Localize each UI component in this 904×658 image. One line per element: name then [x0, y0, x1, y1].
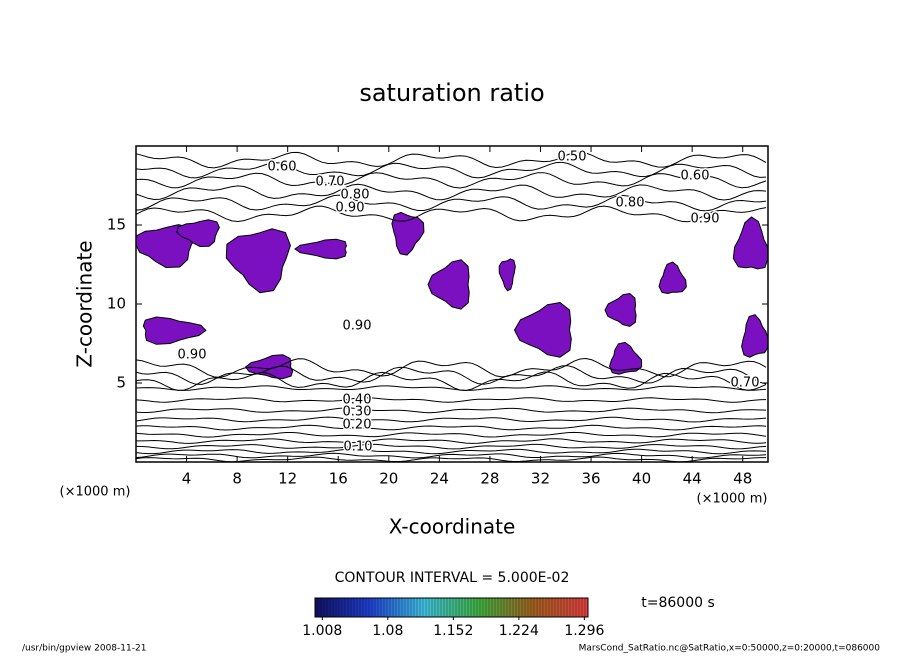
contour-line	[135, 397, 767, 403]
time-label: t=86000 s	[641, 595, 715, 611]
contour-line	[135, 416, 767, 423]
shaded-region	[244, 354, 294, 380]
contour-label: 0.20	[343, 418, 372, 433]
footer-right: MarsCond_SatRatio.nc@SatRatio,x=0:50000,…	[579, 644, 881, 654]
contour-line	[135, 448, 767, 455]
chart-title: saturation ratio	[359, 79, 544, 107]
shaded-region	[391, 211, 425, 256]
contour-line	[135, 407, 767, 414]
x-tick-label: 4	[182, 470, 192, 488]
shaded-region	[294, 238, 347, 260]
shaded-region	[604, 292, 637, 327]
contour-line	[135, 151, 767, 169]
contour-label: 0.70	[731, 376, 760, 391]
contour-label: 0.90	[343, 319, 372, 334]
contour-line	[136, 438, 767, 444]
x-tick-label: 36	[581, 470, 600, 488]
contour-label: 0.40	[343, 393, 372, 408]
contour-line	[135, 205, 767, 223]
contour-line	[135, 365, 767, 385]
shaded-region	[513, 301, 572, 358]
contour-line	[135, 385, 767, 391]
plot-area	[135, 151, 769, 463]
contour-label: 0.90	[336, 201, 365, 216]
x-tick-label: 32	[531, 470, 550, 488]
contour-line	[135, 424, 767, 431]
y-tick-label: 10	[107, 295, 126, 313]
x-tick-label: 8	[232, 470, 242, 488]
contour-label: 0.70	[316, 175, 345, 190]
x-tick-label: 16	[329, 470, 348, 488]
x-tick-label: 28	[480, 470, 499, 488]
contour-label: 0.30	[343, 405, 372, 420]
shaded-region	[225, 228, 291, 294]
x-tick-label: 12	[278, 470, 297, 488]
colorbar-tick-label: 1.152	[433, 623, 473, 639]
shaded-region	[498, 258, 516, 292]
y-axis-label: Z-coordinate	[73, 240, 97, 367]
footer-left: /usr/bin/gpview 2008-11-21	[22, 644, 146, 654]
shaded-region	[176, 219, 220, 248]
contour-line	[135, 452, 767, 459]
contour-line	[135, 172, 767, 189]
contour-line	[135, 161, 767, 179]
x-tick-label: 24	[430, 470, 449, 488]
contour-lines	[135, 151, 767, 463]
colorbar-tick-label: 1.008	[302, 623, 342, 639]
contour-label: 0.80	[341, 188, 370, 203]
y-tick-label: 15	[107, 216, 126, 234]
x-unit: (×1000 m)	[60, 485, 131, 500]
contour-label: 0.90	[691, 212, 720, 227]
contour-interval: CONTOUR INTERVAL = 5.000E-02	[335, 570, 570, 586]
shaded-region	[732, 216, 769, 270]
colorbar-tick-label: 1.296	[564, 623, 604, 639]
contour-line	[135, 443, 767, 450]
x-tick-label: 20	[379, 470, 398, 488]
x-tick-label: 44	[683, 470, 702, 488]
contour-line	[135, 431, 767, 438]
contour-label: 0.60	[268, 160, 297, 175]
contour-line	[135, 371, 767, 392]
y-tick-label: 5	[116, 374, 126, 392]
colorbar-fill	[314, 597, 589, 618]
x-axis-label: X-coordinate	[389, 515, 516, 539]
x-unit: (×1000 m)	[697, 492, 768, 507]
colorbar-tick-label: 1.08	[372, 623, 403, 639]
contour-label: 0.80	[616, 196, 645, 211]
shaded-region	[427, 259, 470, 310]
contour-label: 0.10	[344, 440, 373, 455]
shaded-region	[658, 261, 687, 295]
contour-line	[135, 456, 766, 463]
contour-line	[135, 194, 767, 212]
contour-line	[135, 183, 767, 201]
x-tick-label: 40	[632, 470, 651, 488]
x-tick-label: 48	[733, 470, 752, 488]
colorbar: 1.008 1.08 1.152 1.224 1.296	[302, 597, 604, 639]
contour-label: 0.90	[178, 348, 207, 363]
shaded-region	[608, 341, 643, 375]
contour-label: 0.50	[558, 150, 587, 165]
colorbar-tick-label: 1.224	[499, 623, 539, 639]
contour-line	[135, 357, 767, 378]
shaded-region	[741, 314, 769, 358]
contour-label: 0.60	[681, 169, 710, 184]
shaded-regions	[135, 211, 769, 380]
shaded-region	[142, 316, 207, 345]
